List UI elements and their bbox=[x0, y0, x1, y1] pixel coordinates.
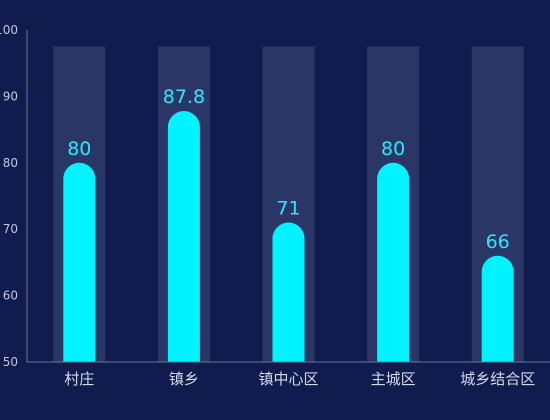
data-label: 87.8 bbox=[163, 86, 205, 108]
x-tick-label: 镇乡 bbox=[169, 370, 199, 388]
y-tick-label: 80 bbox=[3, 156, 18, 170]
bars bbox=[63, 111, 514, 363]
bar[interactable] bbox=[481, 255, 514, 362]
x-tick-label: 主城区 bbox=[371, 370, 416, 388]
x-tick-label: 镇中心区 bbox=[258, 370, 318, 388]
bar[interactable] bbox=[377, 162, 410, 362]
y-axis: 50 60 70 80 90 100 bbox=[0, 23, 28, 369]
y-tick-label: 90 bbox=[3, 89, 18, 103]
y-tick-label: 50 bbox=[3, 355, 18, 369]
x-tick-label: 村庄 bbox=[64, 370, 94, 388]
y-tick-label: 60 bbox=[3, 289, 18, 303]
data-label: 66 bbox=[486, 231, 510, 253]
data-label: 80 bbox=[67, 138, 91, 160]
data-labels: 80 87.8 71 80 66 bbox=[67, 86, 510, 253]
bar[interactable] bbox=[272, 222, 305, 362]
bar[interactable] bbox=[167, 111, 200, 363]
x-tick-label: 城乡结合区 bbox=[460, 370, 535, 388]
x-axis: 村庄 镇乡 镇中心区 主城区 城乡结合区 bbox=[27, 361, 550, 388]
bar[interactable] bbox=[63, 162, 96, 362]
y-tick-label: 100 bbox=[0, 23, 18, 37]
data-label: 80 bbox=[381, 138, 405, 160]
y-tick-label: 70 bbox=[3, 222, 18, 236]
data-label: 71 bbox=[276, 198, 300, 220]
